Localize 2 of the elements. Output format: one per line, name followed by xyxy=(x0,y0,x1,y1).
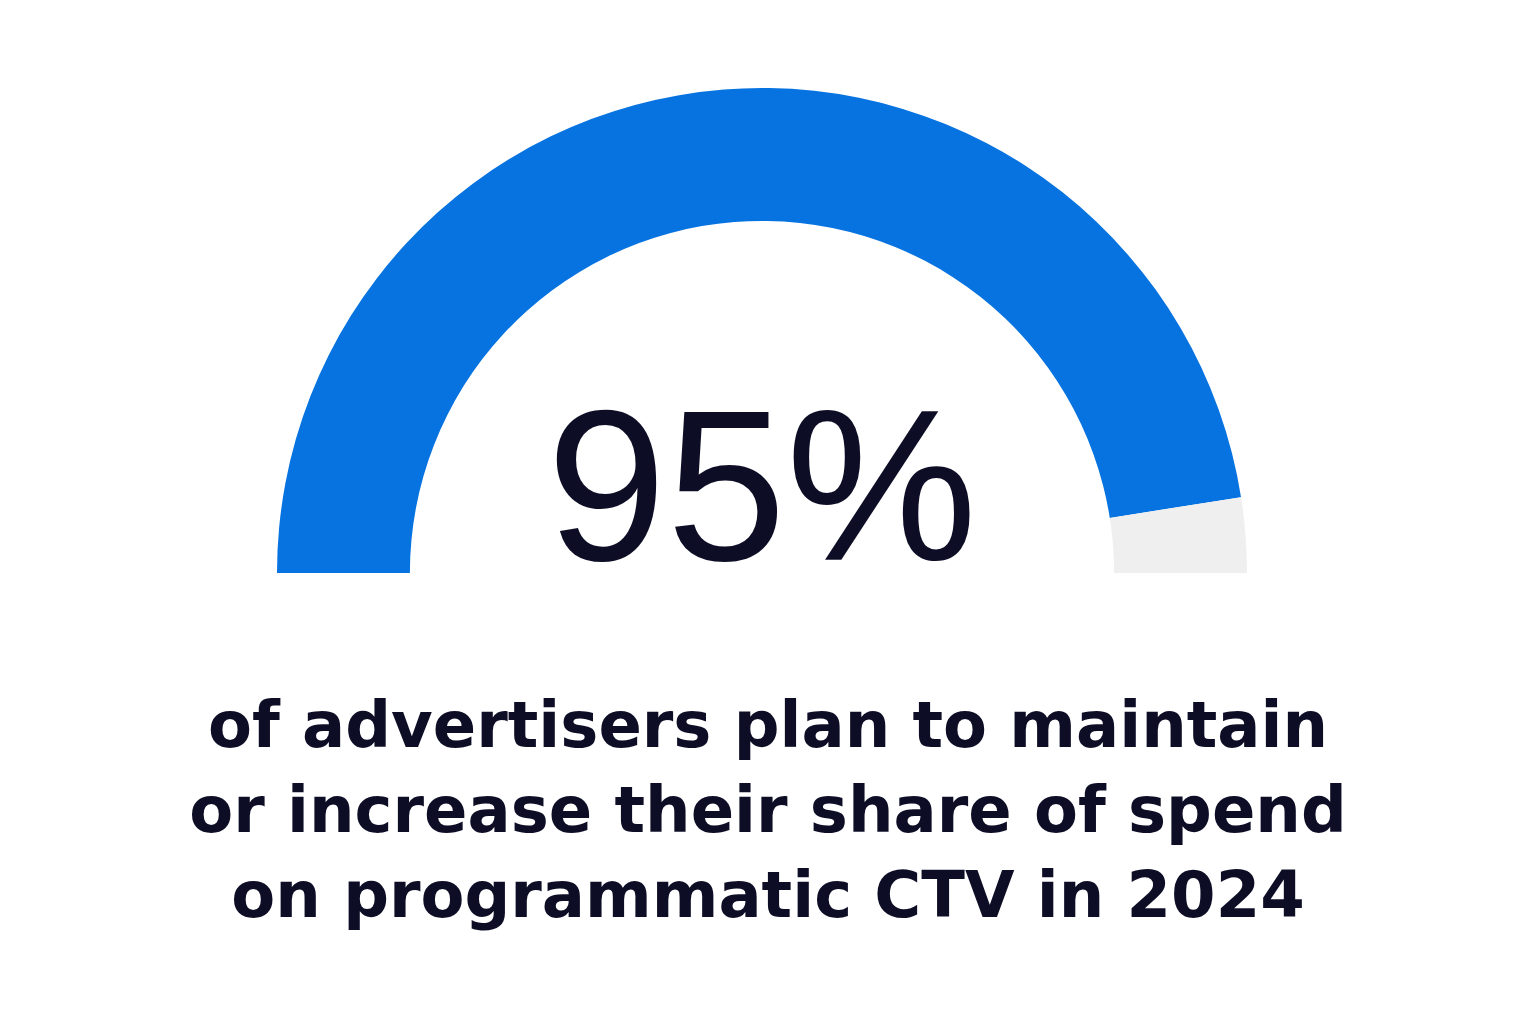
data-label: 95% xyxy=(546,365,978,606)
text: of advertisers plan to maintain or increase their share of spend on programmatic CTV in 2024 xyxy=(188,687,1348,934)
